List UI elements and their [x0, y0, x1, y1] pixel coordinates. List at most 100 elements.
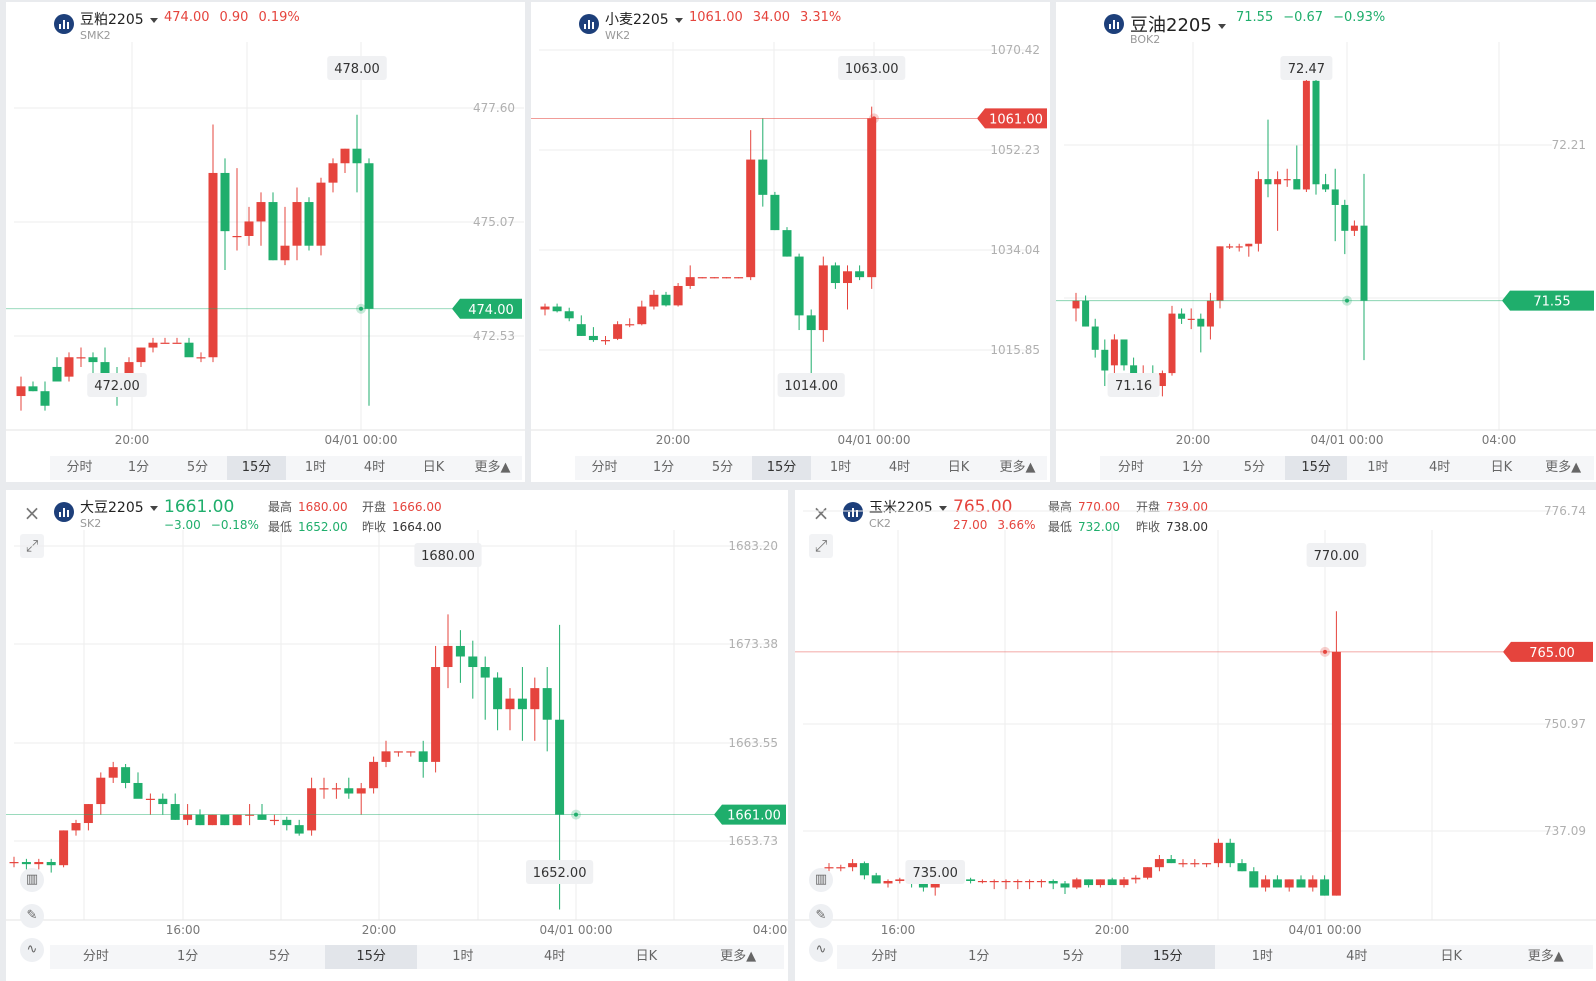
symbol-selector[interactable]: 豆粕2205 [80, 9, 158, 29]
candlestick-chart[interactable]: 477.60 475.07 472.53 20:00 04/01 00:00 474.00… [6, 2, 525, 482]
interval-tab[interactable]: 15分 [325, 945, 417, 969]
interval-tab[interactable]: 1分 [1181, 460, 1204, 475]
interval-tab[interactable]: 5分 [268, 949, 291, 964]
interval-tab[interactable]: 15分 [1120, 945, 1215, 969]
interval-tab[interactable]: 15分 [1285, 456, 1347, 480]
interval-tab[interactable]: 1时 [829, 460, 852, 475]
interval-tab[interactable]: 日K [635, 949, 658, 964]
interval-tab[interactable]: 分时 [591, 460, 618, 475]
interval-tab[interactable]: 5分 [186, 460, 209, 475]
interval-tab[interactable]: 日K [422, 460, 445, 475]
pencil-icon[interactable]: ✎ [20, 904, 44, 928]
candle [1235, 243, 1243, 252]
caret-down-icon[interactable] [938, 505, 947, 511]
interval-tab[interactable]: 1时 [452, 949, 474, 964]
candle-body [1331, 651, 1341, 896]
candle [601, 335, 610, 345]
interval-tab[interactable]: 1分 [652, 460, 675, 475]
close-icon[interactable]: × [812, 501, 830, 525]
high-price-callout: 478.00 [327, 56, 387, 80]
interval-tab[interactable]: 日K [1490, 460, 1513, 475]
interval-tab[interactable]: 1时 [1251, 949, 1273, 964]
candle [625, 318, 635, 328]
stat-open: 开盘 1666.00 [362, 498, 442, 515]
interval-tab[interactable]: 日K [1440, 949, 1463, 964]
caret-down-icon[interactable] [149, 505, 158, 511]
candle-icon[interactable]: ▥ [20, 868, 44, 892]
interval-tab[interactable]: 更多▲ [999, 460, 1036, 475]
candle [1272, 875, 1282, 888]
symbol-code: WK2 [605, 29, 631, 42]
interval-tab[interactable]: 5分 [1062, 949, 1084, 964]
interval-tab[interactable]: 5分 [711, 460, 734, 475]
candlestick-chart[interactable]: 776.74 750.97 737.09 16:00 20:00 04/01 00:00 7… [795, 490, 1596, 981]
candle [331, 782, 341, 799]
interval-tab[interactable]: 4时 [543, 949, 566, 964]
current-price-label: 1661.00 [727, 809, 781, 824]
candle [83, 804, 93, 831]
interval-tab[interactable]: 日K [947, 460, 970, 475]
interval-tab[interactable]: 5分 [1243, 460, 1266, 475]
indicator-icon[interactable]: ∿ [809, 938, 833, 962]
caret-down-icon[interactable] [674, 17, 683, 23]
candle-body [1178, 313, 1186, 319]
candle-body [1178, 863, 1188, 865]
symbol-selector[interactable]: 小麦2205 [605, 9, 683, 29]
interval-tab[interactable]: 更多▲ [720, 949, 757, 964]
interval-tab[interactable]: 4时 [1346, 949, 1368, 964]
candle-body [1197, 318, 1205, 327]
interval-tab[interactable]: 4时 [1428, 460, 1451, 475]
candle-body [517, 698, 527, 710]
interval-tab[interactable]: 15分 [227, 456, 286, 480]
symbol-selector[interactable]: 玉米2205 [869, 497, 947, 517]
interval-tab[interactable]: 分时 [871, 949, 898, 964]
interval-tab[interactable]: 1时 [1367, 460, 1389, 475]
candle-body [1202, 863, 1212, 865]
close-icon[interactable]: × [23, 501, 41, 525]
candle-icon[interactable]: ▥ [809, 868, 833, 892]
candle [9, 856, 19, 868]
candle [1095, 879, 1105, 888]
symbol-selector[interactable]: 大豆2205 [80, 497, 158, 517]
interval-tab[interactable]: 更多▲ [1527, 949, 1564, 964]
pencil-icon[interactable]: ✎ [809, 904, 833, 928]
interval-tab[interactable]: 1分 [968, 949, 990, 964]
candle-body [145, 798, 155, 800]
candle [697, 277, 707, 279]
candle [1249, 867, 1259, 888]
interval-tab[interactable]: 更多▲ [1545, 460, 1582, 475]
caret-down-icon[interactable] [1217, 23, 1226, 29]
candle [1178, 859, 1188, 868]
interval-tab[interactable]: 4时 [888, 460, 911, 475]
interval-tab[interactable]: 15分 [752, 456, 811, 480]
interval-tab[interactable]: 1分 [127, 460, 150, 475]
candle-body [1072, 300, 1080, 309]
quote-change-line: −3.00 −0.18% [164, 518, 259, 532]
candle-body [883, 881, 893, 884]
symbol-selector[interactable]: 豆油2205 [1130, 11, 1226, 37]
candle-body [576, 324, 586, 336]
interval-tab[interactable]: 1时 [304, 460, 327, 475]
interval-tab[interactable]: 分时 [66, 460, 93, 475]
candle [836, 864, 846, 872]
caret-down-icon[interactable] [149, 17, 158, 23]
candle [136, 347, 146, 367]
interval-tab[interactable]: 分时 [82, 949, 109, 964]
high-price-box [327, 56, 387, 80]
interval-tab[interactable]: 分时 [1117, 460, 1144, 475]
expand-icon[interactable]: ⤢ [809, 534, 833, 558]
high-price-box [414, 543, 482, 567]
chart-panel-sk2: × ⤢ 大豆2205 SK2 1661.00 −3.00 −0.18% 最高 168… [6, 490, 788, 981]
interval-tab[interactable]: 4时 [363, 460, 386, 475]
interval-tab[interactable]: 更多▲ [474, 460, 511, 475]
candlestick-chart[interactable]: 1683.20 1673.38 1663.55 1653.73 16:00 20:00 04… [6, 490, 788, 981]
candle [989, 879, 999, 890]
indicator-icon[interactable]: ∿ [20, 938, 44, 962]
candlestick-chart[interactable]: 1070.42 1052.23 1034.04 1015.85 20:00 04/01 0… [531, 2, 1050, 482]
y-tick-label: 475.07 [473, 215, 515, 229]
symbol-code: SMK2 [80, 29, 111, 42]
candle-body [381, 751, 391, 762]
candle-body [746, 159, 756, 278]
interval-tab[interactable]: 1分 [176, 949, 199, 964]
